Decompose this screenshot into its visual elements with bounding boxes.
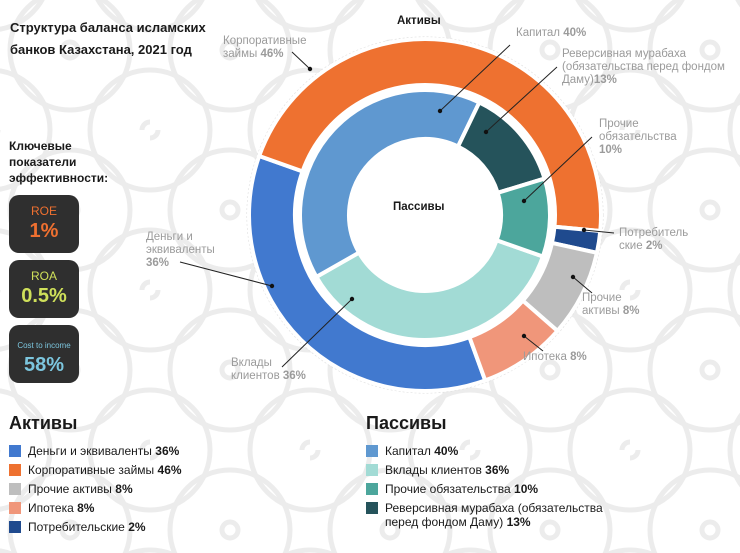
outer-slice-3 bbox=[467, 298, 560, 383]
kpi-roe: ROE 1% bbox=[9, 195, 79, 253]
legend-swatch bbox=[9, 445, 21, 457]
leader-dot bbox=[570, 274, 576, 280]
chart-title: Структура баланса исламских банков Казах… bbox=[10, 20, 206, 57]
kpi-label: Cost to income bbox=[17, 341, 71, 350]
legend-title: Пассивы bbox=[366, 413, 447, 433]
kpi-label: ROE bbox=[30, 204, 57, 218]
callout-deposits: Вклады клиентов 36% bbox=[231, 357, 306, 382]
leader-dot bbox=[581, 227, 587, 233]
leader-dot bbox=[521, 198, 527, 204]
kpi-label: ROA bbox=[30, 269, 57, 283]
kpi-value: 0.5% bbox=[21, 285, 67, 307]
legend-item: Прочие активы 8% bbox=[9, 482, 339, 496]
callout-other-assets: Прочие активы 8% bbox=[582, 292, 640, 317]
legend-title: Активы bbox=[9, 413, 78, 433]
callout-mortgage: Ипотека 8% bbox=[523, 351, 587, 363]
legend-item: Ипотека 8% bbox=[9, 501, 339, 515]
legend-item: Корпоративные займы 46% bbox=[9, 463, 339, 477]
legend-item: Вклады клиентов 36% bbox=[366, 463, 736, 477]
legend-assets: Активы Деньги и эквиваленты 36% Корпорат… bbox=[9, 413, 339, 539]
callout-capital: Капитал 40% bbox=[516, 27, 587, 39]
kpi-roa: ROA 0.5% bbox=[9, 260, 79, 318]
legend-swatch bbox=[366, 502, 378, 514]
leader-dot bbox=[437, 108, 443, 114]
inner-slice-1 bbox=[314, 238, 545, 342]
legend-swatch bbox=[9, 464, 21, 476]
kpi-cost-to-income: Cost to income 58% bbox=[9, 325, 79, 383]
leader-dot bbox=[483, 129, 489, 135]
callout-murabaha: Реверсивная мурабаха (обязательства перед… bbox=[562, 48, 725, 86]
kpi-value: 58% bbox=[23, 354, 65, 376]
legend-item: Реверсивная мурабаха (обязательства пере… bbox=[366, 501, 636, 529]
leader-dot bbox=[307, 66, 313, 72]
legend-item: Потребительские 2% bbox=[9, 520, 339, 534]
leader-line bbox=[572, 276, 593, 294]
kpi-value: 1% bbox=[29, 220, 59, 242]
legend-item: Прочие обязательства 10% bbox=[366, 482, 736, 496]
leader-line bbox=[281, 298, 353, 368]
callout-corporate-loans: Корпоративные займы 46% bbox=[223, 35, 307, 60]
leader-line bbox=[523, 335, 544, 352]
leader-line bbox=[179, 261, 273, 287]
kpi-heading: Ключевые показатели эффективности: bbox=[9, 139, 109, 185]
leader-dot bbox=[349, 296, 355, 302]
legend-item: Деньги и эквиваленты 36% bbox=[9, 444, 339, 458]
callout-other-liabilities: Прочие обязательства 10% bbox=[599, 118, 677, 156]
legend-item: Капитал 40% bbox=[366, 444, 736, 458]
leader-line bbox=[291, 51, 311, 70]
leader-dot bbox=[521, 333, 527, 339]
legend-swatch bbox=[9, 521, 21, 533]
outer-slice-0 bbox=[247, 153, 488, 393]
leader-line bbox=[485, 66, 558, 133]
legend-swatch bbox=[366, 445, 378, 457]
leader-dot bbox=[269, 283, 275, 289]
leader-line bbox=[523, 136, 593, 202]
leader-line bbox=[583, 229, 615, 234]
inner-slice-0 bbox=[298, 88, 482, 279]
callout-money: Деньги и эквиваленты 36% bbox=[146, 231, 215, 269]
outer-ring-title: Активы bbox=[397, 15, 441, 27]
legend-swatch bbox=[9, 483, 21, 495]
inner-ring-title: Пассивы bbox=[393, 201, 445, 213]
legend-swatch bbox=[366, 464, 378, 476]
inner-slice-2 bbox=[494, 176, 552, 259]
leader-line bbox=[439, 44, 511, 112]
legend-swatch bbox=[9, 502, 21, 514]
callout-consumer: Потребитель ские 2% bbox=[619, 227, 689, 252]
outer-slice-1 bbox=[257, 37, 603, 233]
legend-liabilities: Пассивы Капитал 40% Вклады клиентов 36% … bbox=[366, 413, 736, 534]
legend-swatch bbox=[366, 483, 378, 495]
